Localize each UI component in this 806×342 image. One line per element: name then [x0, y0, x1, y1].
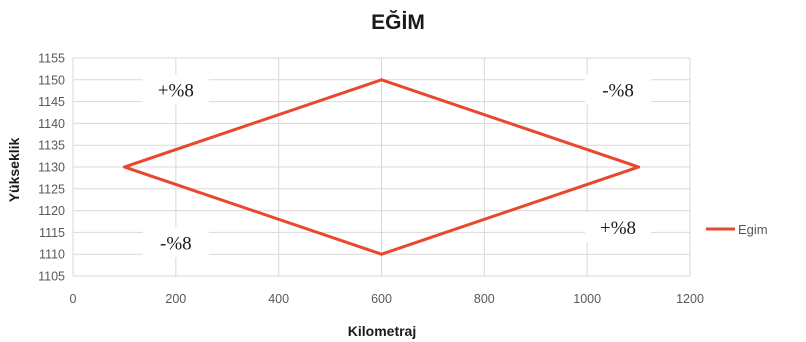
y-tick-label: 1150 [38, 73, 65, 87]
y-axis-label: Yükseklik [6, 137, 22, 202]
annotation-label: -%8 [602, 81, 634, 102]
y-tick-label: 1110 [39, 248, 65, 262]
legend: Egim [706, 222, 768, 237]
x-axis-tick-labels: 0 200 400 600 800 1000 1200 [70, 292, 704, 306]
series-lines [122, 78, 641, 256]
annotation-box [585, 212, 652, 243]
y-axis-tick-labels: 1105 1110 1115 1120 1125 1130 1135 1140 1145 1150… [38, 52, 65, 284]
annotation-box [585, 74, 652, 105]
y-tick-label: 1120 [38, 204, 65, 218]
legend-label: Egim [738, 222, 768, 237]
x-tick-label: 0 [70, 292, 77, 306]
annotation-label: +%8 [600, 218, 636, 239]
chart-title: EĞİM [371, 10, 425, 34]
annotation-box [142, 74, 209, 105]
series-segment [122, 78, 383, 169]
y-tick-label: 1155 [38, 52, 65, 66]
y-tick-label: 1115 [39, 226, 65, 240]
annotation-backgrounds [142, 74, 652, 258]
annotation-label: +%8 [158, 81, 194, 102]
y-tick-label: 1140 [38, 117, 65, 131]
annotation-label: -%8 [160, 233, 192, 254]
series-segment [380, 165, 641, 256]
x-tick-label: 400 [268, 292, 289, 306]
x-tick-label: 600 [371, 292, 392, 306]
series-segment [380, 78, 641, 169]
annotation-box [142, 227, 209, 258]
annotations: +%8 -%8 -%8 +%8 [158, 81, 636, 255]
series-segment [122, 165, 383, 256]
x-axis-label: Kilometraj [348, 323, 416, 339]
x-tick-label: 1200 [676, 292, 704, 306]
x-tick-label: 200 [165, 292, 186, 306]
y-tick-label: 1125 [38, 182, 65, 196]
y-tick-label: 1135 [38, 139, 65, 153]
y-tick-label: 1145 [38, 95, 65, 109]
x-tick-label: 1000 [573, 292, 601, 306]
y-tick-label: 1105 [38, 270, 65, 284]
x-tick-label: 800 [474, 292, 495, 306]
y-tick-label: 1130 [38, 161, 65, 175]
